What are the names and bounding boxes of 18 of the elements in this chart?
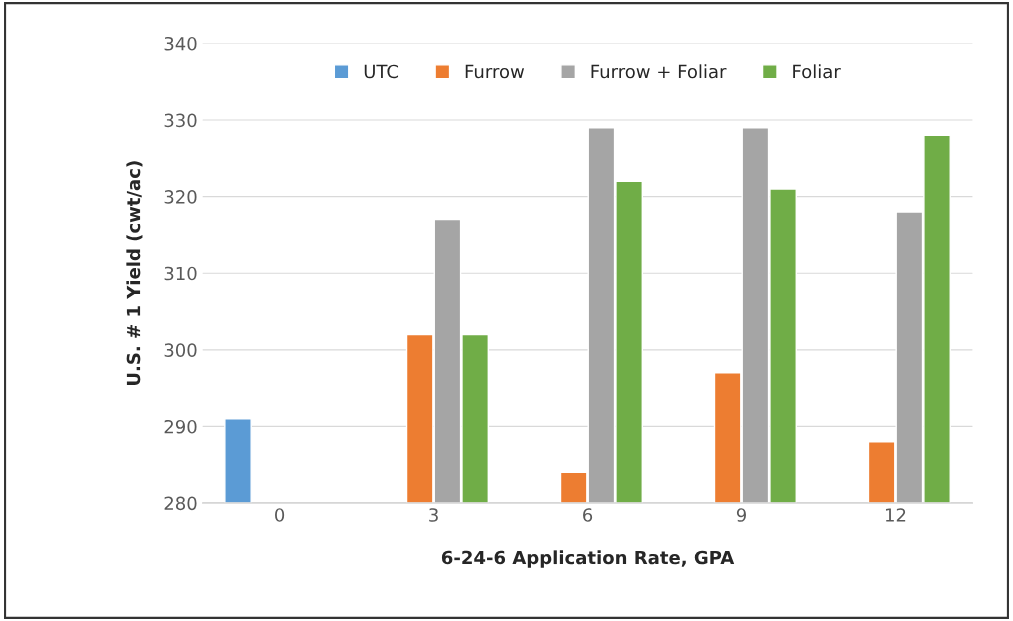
x-tick-label: 0 xyxy=(275,508,285,522)
y-tick-label: 310 xyxy=(164,266,197,281)
legend-label: Furrow + Foliar xyxy=(591,64,727,79)
legend-label: UTC xyxy=(364,64,399,79)
y-axis-title: U.S. # 1 Yield (cwt/ac) xyxy=(126,161,143,385)
x-tick-label: 6 xyxy=(583,508,593,522)
x-tick-label: 3 xyxy=(429,508,438,522)
x-tick-label: 12 xyxy=(885,508,906,522)
y-tick-label: 300 xyxy=(164,343,197,357)
y-tick-label: 330 xyxy=(164,113,197,128)
legend-label: Furrow xyxy=(465,64,525,79)
x-tick-label: 9 xyxy=(736,508,746,522)
legend-label: Foliar xyxy=(793,64,841,79)
y-tick-label: 290 xyxy=(164,419,197,434)
x-axis-title: 6-24-6 Application Rate, GPA xyxy=(441,550,735,568)
y-tick-label: 320 xyxy=(164,190,197,204)
y-tick-label: 340 xyxy=(164,36,197,51)
y-tick-label: 280 xyxy=(164,496,197,511)
